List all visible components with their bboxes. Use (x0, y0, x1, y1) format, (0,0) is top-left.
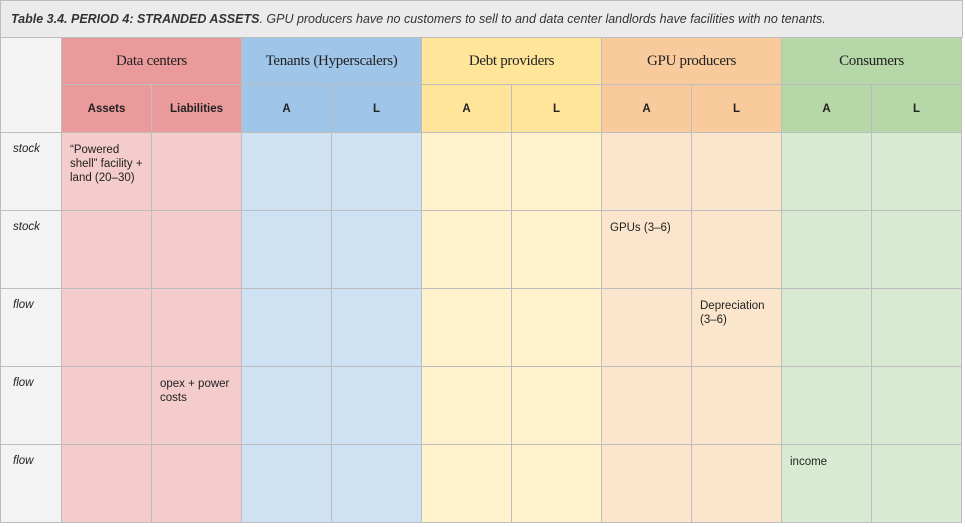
table-cell (692, 367, 782, 445)
sub-header: L (332, 85, 422, 133)
group-header: Consumers (782, 38, 962, 85)
table-cell: GPUs (3–6) (602, 211, 692, 289)
table-cell (602, 133, 692, 211)
sub-header: L (512, 85, 602, 133)
sub-header: L (692, 85, 782, 133)
table-cell (422, 133, 512, 211)
table-cell (242, 133, 332, 211)
row-kind: stock (0, 133, 62, 211)
table-cell (692, 211, 782, 289)
table-cell (782, 133, 872, 211)
table-cell (332, 367, 422, 445)
table-cell (62, 367, 152, 445)
table-cell (242, 289, 332, 367)
table-cell (602, 445, 692, 523)
corner-cell (0, 38, 62, 133)
table-cell (152, 289, 242, 367)
sub-header: A (782, 85, 872, 133)
table-cell (872, 133, 962, 211)
table-cell (332, 133, 422, 211)
table-cell (782, 367, 872, 445)
table-cell (152, 445, 242, 523)
table-cell (332, 445, 422, 523)
table-cell (62, 211, 152, 289)
table-cell (872, 289, 962, 367)
table-cell (512, 367, 602, 445)
table-cell (332, 211, 422, 289)
table-cell (512, 211, 602, 289)
table-cell (512, 289, 602, 367)
table-cell (872, 367, 962, 445)
table-cell (242, 445, 332, 523)
row-kind: flow (0, 445, 62, 523)
group-header: Debt providers (422, 38, 602, 85)
table-cell (332, 289, 422, 367)
caption-text: . GPU producers have no customers to sel… (259, 12, 826, 26)
table-cell: opex + power costs (152, 367, 242, 445)
table-cell (422, 367, 512, 445)
table-cell (692, 445, 782, 523)
table-cell (692, 133, 782, 211)
table-cell (422, 289, 512, 367)
sub-header: A (602, 85, 692, 133)
table-cell (422, 211, 512, 289)
row-kind: flow (0, 289, 62, 367)
table-cell: income (782, 445, 872, 523)
table-cell (152, 133, 242, 211)
table-cell (512, 445, 602, 523)
table-cell: Depreciation (3–6) (692, 289, 782, 367)
table-cell (602, 289, 692, 367)
table-cell (602, 367, 692, 445)
table-cell (62, 445, 152, 523)
caption: Table 3.4. PERIOD 4: STRANDED ASSETS. GP… (0, 0, 963, 38)
table-cell (872, 445, 962, 523)
table-cell (152, 211, 242, 289)
sub-header: A (242, 85, 332, 133)
table-cell (512, 133, 602, 211)
group-header: GPU producers (602, 38, 782, 85)
table-cell (422, 445, 512, 523)
caption-label: Table 3.4. PERIOD 4: STRANDED ASSETS (11, 12, 260, 26)
table-cell (62, 289, 152, 367)
sub-header: A (422, 85, 512, 133)
sub-header: Liabilities (152, 85, 242, 133)
sub-header: L (872, 85, 962, 133)
table-cell (782, 211, 872, 289)
table-cell: “Powered shell” facility + land (20–30) (62, 133, 152, 211)
group-header: Data centers (62, 38, 242, 85)
group-header: Tenants (Hyperscalers) (242, 38, 422, 85)
sub-header: Assets (62, 85, 152, 133)
row-kind: flow (0, 367, 62, 445)
table-cell (782, 289, 872, 367)
table-cell (242, 211, 332, 289)
table-cell (242, 367, 332, 445)
table-cell (872, 211, 962, 289)
row-kind: stock (0, 211, 62, 289)
